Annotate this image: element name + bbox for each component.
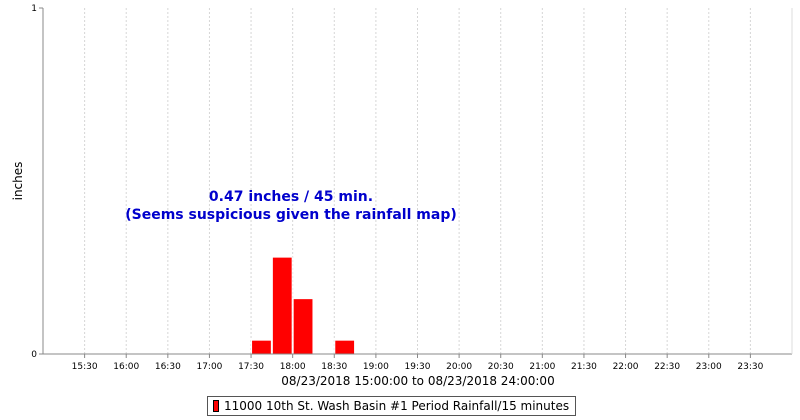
- x-tick-label: 18:00: [280, 362, 306, 372]
- y-ticks: 01: [31, 4, 43, 360]
- y-tick-label: 0: [31, 350, 37, 360]
- rainfall-bar: [334, 339, 356, 355]
- x-tick-label: 15:30: [72, 362, 98, 372]
- x-tick-label: 20:00: [446, 362, 472, 372]
- x-tick-label: 16:30: [155, 362, 181, 372]
- legend-label: 11000 10th St. Wash Basin #1 Period Rain…: [224, 399, 570, 413]
- rainfall-bar: [271, 256, 293, 355]
- x-tick-label: 17:00: [196, 362, 222, 372]
- x-tick-label: 23:00: [696, 362, 722, 372]
- x-tick-label: 21:30: [571, 362, 597, 372]
- legend: 11000 10th St. Wash Basin #1 Period Rain…: [207, 396, 577, 416]
- bar-series: [251, 256, 356, 355]
- x-tick-label: 17:30: [238, 362, 264, 372]
- y-axis-title: inches: [11, 162, 25, 201]
- annotation-line-1: 0.47 inches / 45 min.: [209, 189, 373, 205]
- annotation-line-2: (Seems suspicious given the rainfall map…: [125, 207, 457, 223]
- rainfall-bar: [292, 298, 314, 355]
- x-tick-label: 21:00: [529, 362, 555, 372]
- x-tick-label: 19:30: [405, 362, 431, 372]
- x-tick-label: 18:30: [321, 362, 347, 372]
- x-tick-label: 22:00: [613, 362, 639, 372]
- x-tick-label: 19:00: [363, 362, 389, 372]
- x-tick-label: 22:30: [654, 362, 680, 372]
- x-axis-title: 08/23/2018 15:00:00 to 08/23/2018 24:00:…: [281, 374, 554, 388]
- x-ticks: 15:30 16:00 16:30 17:00 17:30 18:00 18:30 19:00…: [72, 354, 764, 372]
- x-tick-label: 16:00: [113, 362, 139, 372]
- rainfall-bar: [251, 339, 272, 355]
- x-tick-label: 23:30: [737, 362, 763, 372]
- grid-lines: [84, 8, 751, 354]
- x-tick-label: 20:30: [488, 362, 514, 372]
- legend-swatch: [213, 400, 219, 412]
- y-tick-label: 1: [31, 4, 37, 14]
